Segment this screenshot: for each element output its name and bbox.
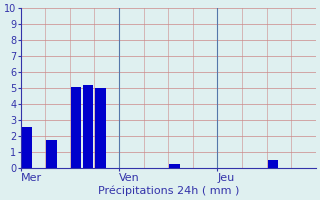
Bar [46, 140, 57, 168]
Bar [95, 88, 106, 168]
Bar [268, 160, 278, 168]
Bar [169, 164, 180, 168]
Bar [83, 85, 93, 168]
X-axis label: Précipitations 24h ( mm ): Précipitations 24h ( mm ) [98, 185, 239, 196]
Bar [21, 127, 32, 168]
Bar [71, 87, 81, 168]
